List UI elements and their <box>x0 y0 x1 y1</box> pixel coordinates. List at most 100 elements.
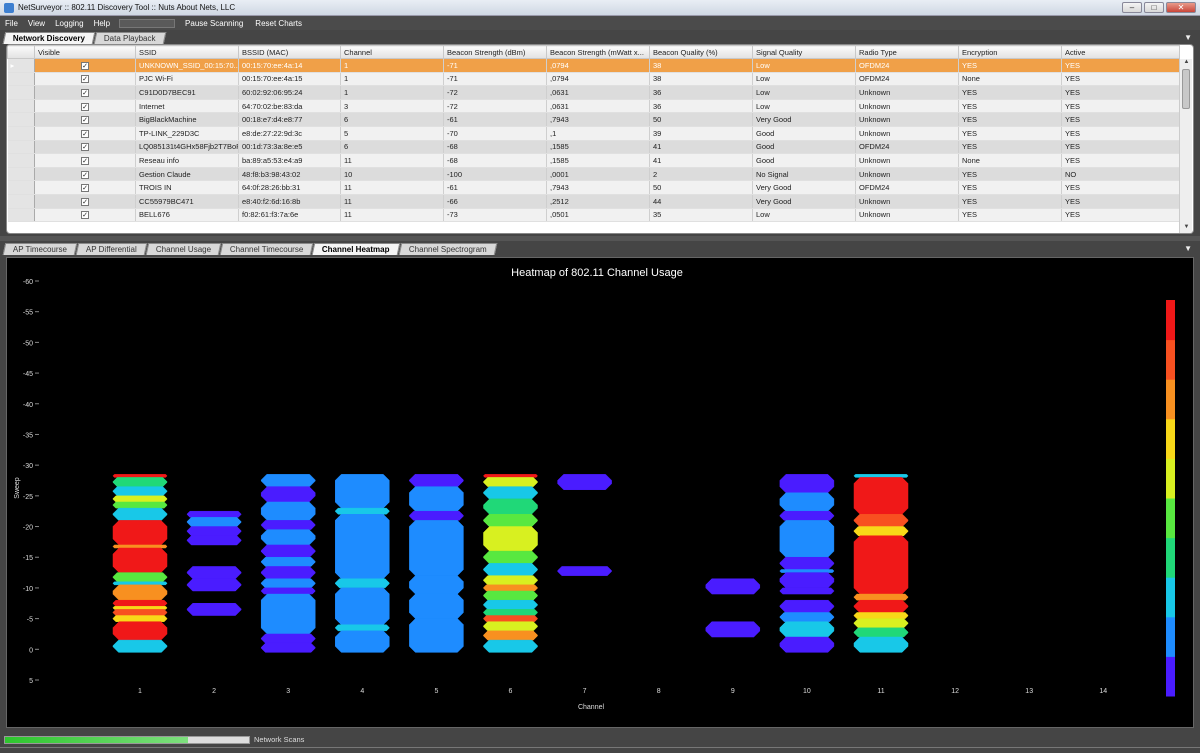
grid-scrollbar[interactable]: ▲ ▼ <box>1179 59 1192 233</box>
tab-label: Channel Usage <box>155 245 212 254</box>
heatmap-cell <box>409 520 464 576</box>
close-button[interactable]: ✕ <box>1166 2 1196 13</box>
tab-channel-spectrogram[interactable]: Channel Spectrogram <box>398 243 498 255</box>
table-row[interactable]: ✓ C91D0D7BEC91 60:02:92:06:95:24 1 -72,0631 3… <box>7 85 1180 100</box>
row-header[interactable] <box>7 167 35 182</box>
maximize-button[interactable]: □ <box>1144 2 1164 13</box>
table-row[interactable]: ✓ Gestion Claude 48:f8:b3:98:43:02 10 -100,0… <box>7 167 1180 182</box>
y-tick-label: -15 <box>23 555 33 562</box>
tab-channel-heatmap[interactable]: Channel Heatmap <box>312 243 401 255</box>
heatmap-cell <box>260 556 316 567</box>
visible-checkbox[interactable]: ✓ <box>81 197 89 206</box>
heatmap-cell <box>260 474 316 487</box>
row-header[interactable] <box>7 153 35 168</box>
table-row[interactable]: ✓ Internet 64:70:02:be:83:da 3 -72,0631 36 Low… <box>7 99 1180 114</box>
scroll-thumb[interactable] <box>1182 69 1190 109</box>
column-header[interactable]: Encryption <box>958 45 1062 59</box>
column-header[interactable]: SSID <box>135 45 239 59</box>
menu-logging[interactable]: Logging <box>55 18 84 28</box>
x-tick-label: 7 <box>583 688 587 695</box>
visible-checkbox[interactable]: ✓ <box>81 156 89 165</box>
minimize-button[interactable]: – <box>1122 2 1142 13</box>
heatmap-cell <box>409 474 464 487</box>
visible-checkbox[interactable]: ✓ <box>81 170 89 179</box>
heatmap-cell <box>853 474 909 478</box>
row-header[interactable] <box>7 180 35 195</box>
tab-channel-usage[interactable]: Channel Usage <box>145 243 222 255</box>
menu-help[interactable]: Help <box>93 18 111 28</box>
table-row[interactable]: ✓ TROIS IN 64:0f:28:26:bb:31 11 -61,7943 50 Ve… <box>7 180 1180 195</box>
visible-checkbox[interactable]: ✓ <box>81 102 89 111</box>
heatmap-cell <box>260 486 316 503</box>
heatmap-cell <box>779 612 835 622</box>
visible-checkbox[interactable]: ✓ <box>81 116 89 125</box>
tab-ap-timecourse[interactable]: AP Timecourse <box>2 243 78 255</box>
cell-dbm: -73 <box>443 208 547 223</box>
column-header[interactable]: Visible <box>34 45 136 59</box>
row-header[interactable] <box>7 72 35 87</box>
row-header[interactable] <box>7 140 35 155</box>
visible-checkbox[interactable]: ✓ <box>81 143 89 152</box>
column-header[interactable]: Radio Type <box>855 45 959 59</box>
reset-charts-button[interactable]: Reset Charts <box>255 18 302 28</box>
tab-label: Channel Timecourse <box>230 245 304 254</box>
table-row[interactable]: ✓ CC55979BC471 e8:40:f2:6d:16:8b 11 -66,2512… <box>7 194 1180 209</box>
column-header[interactable]: Channel <box>340 45 444 59</box>
visible-checkbox[interactable]: ✓ <box>81 61 89 70</box>
tab-data-playback[interactable]: Data Playback <box>93 32 166 44</box>
visible-checkbox[interactable]: ✓ <box>81 184 89 193</box>
row-header[interactable] <box>7 99 35 114</box>
cell-ssid: TP-LINK_229D3C <box>135 126 239 141</box>
table-row[interactable]: ▸ ✓ UNKNOWN_SSID_00:15:70... 00:15:70:ee:4a… <box>7 58 1180 73</box>
visible-checkbox[interactable]: ✓ <box>81 211 89 220</box>
tab-channel-timecourse[interactable]: Channel Timecourse <box>219 243 314 255</box>
tab-ap-differential[interactable]: AP Differential <box>75 243 148 255</box>
scroll-down-icon[interactable]: ▼ <box>1183 224 1190 230</box>
visible-checkbox[interactable]: ✓ <box>81 88 89 97</box>
heatmap-cell <box>409 510 464 521</box>
tab-menu-icon[interactable]: ▼ <box>1184 33 1192 42</box>
pause-scanning-button[interactable]: Pause Scanning <box>185 18 244 28</box>
column-header[interactable]: Signal Quality <box>752 45 856 59</box>
row-header[interactable] <box>7 112 35 127</box>
row-header[interactable] <box>7 194 35 209</box>
scroll-up-icon[interactable]: ▲ <box>1183 59 1190 65</box>
visible-checkbox[interactable]: ✓ <box>81 75 89 84</box>
heatmap-cell <box>779 520 835 558</box>
table-row[interactable]: ✓ PJC Wi-Fi 00:15:70:ee:4a:15 1 -71,0794 38 Lo… <box>7 72 1180 87</box>
column-header[interactable]: Beacon Strength (mWatt x... <box>546 45 650 59</box>
heatmap-cell <box>112 621 168 641</box>
cell-radio: Unknown <box>855 153 959 168</box>
panel-splitter[interactable] <box>0 236 1200 241</box>
cell-bq: 35 <box>649 208 753 223</box>
row-header[interactable] <box>7 126 35 141</box>
cell-radio: OFDM24 <box>855 58 959 73</box>
heatmap-cell <box>186 517 242 527</box>
table-row[interactable]: ✓ TP-LINK_229D3C e8:de:27:22:9d:3c 5 -70,1 39… <box>7 126 1180 141</box>
heatmap-cell <box>260 633 316 644</box>
column-header[interactable]: BSSID (MAC) <box>238 45 341 59</box>
heatmap-cell <box>483 563 538 576</box>
chart-tab-menu-icon[interactable]: ▼ <box>1184 244 1192 253</box>
tab-label: AP Timecourse <box>12 245 68 254</box>
tab-network-discovery[interactable]: Network Discovery <box>2 32 96 44</box>
row-header[interactable] <box>7 208 35 223</box>
cell-channel: 6 <box>340 112 444 127</box>
row-header[interactable]: ▸ <box>7 58 35 73</box>
column-header[interactable]: Active <box>1061 45 1180 59</box>
menu-file[interactable]: File <box>5 18 18 28</box>
table-row[interactable]: ✓ BELL676 f0:82:61:f3:7a:6e 11 -73,0501 35 Low… <box>7 208 1180 223</box>
row-header[interactable] <box>7 85 35 100</box>
cell-channel: 11 <box>340 194 444 209</box>
table-row[interactable]: ✓ Reseau info ba:89:a5:53:e4:a9 11 -68,1585 4… <box>7 153 1180 168</box>
column-header[interactable]: Beacon Quality (%) <box>649 45 753 59</box>
visible-checkbox[interactable]: ✓ <box>81 129 89 138</box>
heatmap-cell <box>112 615 168 622</box>
table-row[interactable]: ✓ BigBlackMachine 00:18:e7:d4:e8:77 6 -61,79… <box>7 112 1180 127</box>
table-row[interactable]: ✓ LQ085131t4GHx58Fjb2T7BoP 00:1d:73:3a:8e:… <box>7 140 1180 155</box>
heatmap-cell <box>483 514 538 527</box>
cell-sq: Very Good <box>752 112 856 127</box>
cell-enc: None <box>958 153 1062 168</box>
column-header[interactable]: Beacon Strength (dBm) <box>443 45 547 59</box>
menu-view[interactable]: View <box>27 18 46 28</box>
